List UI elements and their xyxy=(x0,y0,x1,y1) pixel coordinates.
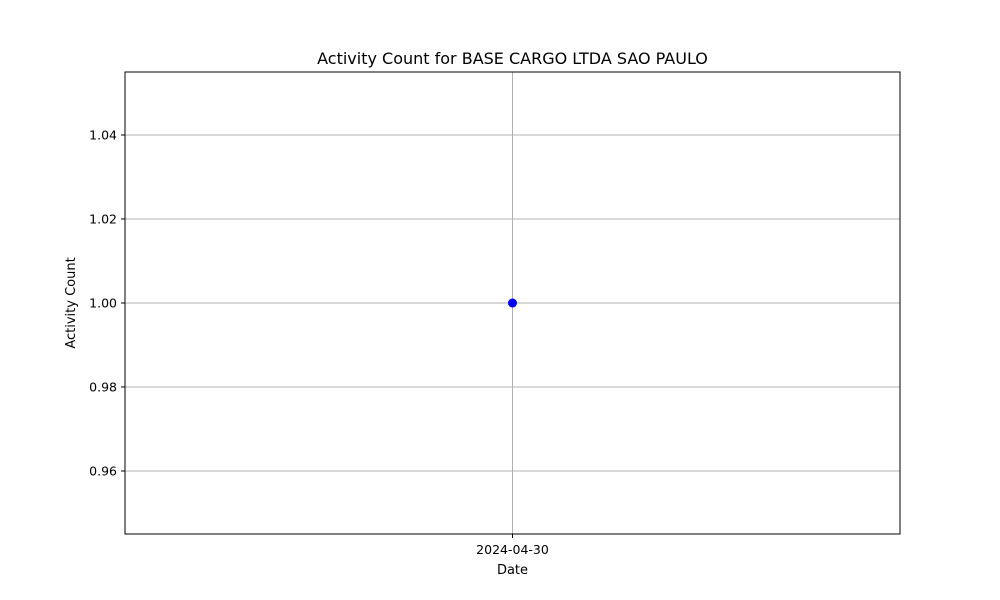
y-tick-label: 0.96 xyxy=(89,464,117,479)
y-tick-label: 0.98 xyxy=(89,380,117,395)
y-tick-label: 1.02 xyxy=(89,212,117,227)
y-tick-label: 1.04 xyxy=(89,128,117,143)
tick-layer: 0.96 0.98 1.00 1.02 1.04 2024-04-30 xyxy=(89,128,549,558)
series-layer xyxy=(508,298,517,308)
x-axis-label: Date xyxy=(497,563,528,578)
data-point xyxy=(508,298,517,308)
plot-frame xyxy=(124,71,901,535)
y-axis-label: Activity Count xyxy=(64,257,79,348)
x-tick-label: 2024-04-30 xyxy=(476,542,549,557)
y-tick-label: 1.00 xyxy=(89,296,117,311)
chart-title: Activity Count for BASE CARGO LTDA SAO P… xyxy=(317,49,708,68)
